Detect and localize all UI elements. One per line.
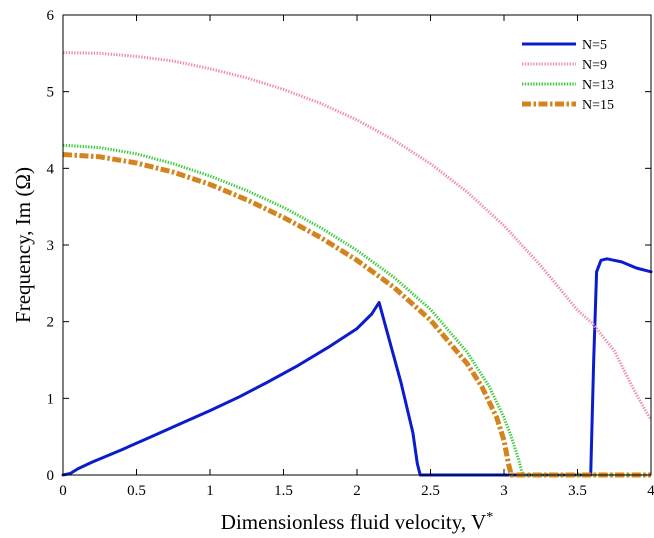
y-tick-label: 5	[47, 85, 55, 101]
x-tick-label: 3.5	[568, 483, 587, 499]
x-tick-label: 1.5	[274, 483, 293, 499]
plot-frame	[62, 14, 652, 476]
legend-label: N=5	[582, 38, 607, 53]
series-line-n15	[62, 152, 651, 478]
x-axis-title-superscript: *	[486, 510, 493, 525]
x-tick-label: 0.5	[127, 483, 146, 499]
x-tick-label: 2	[353, 483, 361, 499]
y-axis-title: Frequency, Im (Ω)	[11, 167, 35, 323]
x-axis-title-main: Dimensionless fluid velocity, V	[221, 510, 486, 534]
y-tick-label: 1	[47, 391, 55, 407]
x-tick-label: 4	[647, 483, 654, 499]
series-line-n5	[61, 257, 653, 477]
tick-layer: 0 0.5 1 1.5 2 2.5 3 3.5 4 0 1 2 3 4 5 6	[47, 8, 654, 499]
x-tick-label: 3	[500, 483, 508, 499]
x-tick-label: 1	[206, 483, 214, 499]
legend: N=5 N=9 N=13 N=15	[522, 38, 614, 113]
legend-label: N=15	[582, 98, 614, 113]
legend-label: N=13	[582, 78, 614, 93]
series-layer	[61, 51, 653, 478]
x-axis-title: Dimensionless fluid velocity, V*	[221, 510, 493, 534]
y-tick-label: 0	[47, 468, 55, 484]
series-line-n9	[62, 51, 653, 421]
legend-label: N=9	[582, 58, 607, 73]
y-tick-label: 2	[47, 315, 55, 331]
x-tick-label: 0	[59, 483, 67, 499]
y-tick-label: 4	[47, 161, 55, 177]
x-tick-label: 2.5	[421, 483, 440, 499]
series-line-n13	[62, 143, 651, 477]
y-tick-label: 6	[47, 8, 55, 24]
y-tick-label: 3	[47, 238, 55, 254]
